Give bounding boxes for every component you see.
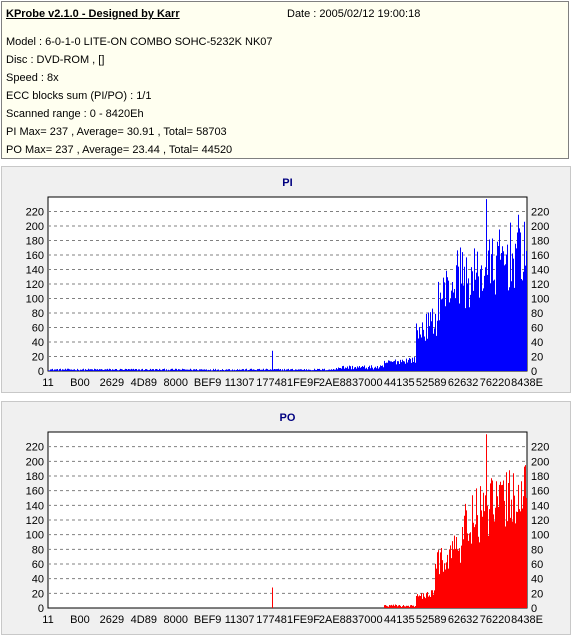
x-tick-label: BEF9: [194, 614, 222, 626]
x-tick-label: 17748: [256, 377, 287, 389]
y-tick-label-left: 200: [26, 456, 44, 468]
x-tick-label: B00: [70, 377, 90, 389]
y-tick-label-left: 80: [32, 308, 44, 320]
y-tick-label-right: 180: [531, 471, 549, 483]
x-tick-label: 1FE9F: [287, 614, 320, 626]
y-tick-label-left: 200: [26, 221, 44, 233]
y-tick-label-left: 180: [26, 236, 44, 248]
y-tick-label-right: 200: [531, 456, 549, 468]
po-summary: PO Max= 237 , Average= 23.44 , Total= 44…: [6, 144, 233, 156]
y-tick-label-left: 60: [32, 559, 44, 571]
y-tick-label-right: 40: [531, 337, 543, 349]
chart-title: PO: [280, 412, 296, 424]
bar-series: [48, 199, 527, 371]
read-speed: Speed : 8x: [6, 72, 59, 84]
y-tick-label-right: 140: [531, 265, 549, 277]
y-tick-label-left: 80: [32, 544, 44, 556]
y-tick-label-left: 0: [38, 603, 44, 615]
y-tick-label-right: 220: [531, 442, 549, 454]
y-tick-label-right: 40: [531, 574, 543, 586]
y-tick-label-right: 0: [531, 366, 537, 378]
scanned-range: Scanned range : 0 - 8420Eh: [6, 108, 144, 120]
x-tick-label: 37000: [352, 614, 383, 626]
y-tick-label-left: 60: [32, 323, 44, 335]
y-tick-label-left: 0: [38, 366, 44, 378]
x-tick-label: BEF9: [194, 377, 222, 389]
x-tick-label: 44135: [384, 614, 415, 626]
y-tick-label-right: 180: [531, 236, 549, 248]
x-tick-label: 76220: [480, 614, 511, 626]
y-tick-label-right: 160: [531, 250, 549, 262]
x-tick-label: 2AE88: [319, 377, 352, 389]
y-tick-label-right: 60: [531, 323, 543, 335]
x-tick-label: 76220: [480, 377, 511, 389]
x-tick-label: 8000: [163, 377, 187, 389]
y-tick-label-left: 100: [26, 530, 44, 542]
x-tick-label: 37000: [352, 377, 383, 389]
y-tick-label-left: 100: [26, 294, 44, 306]
y-tick-label-right: 160: [531, 486, 549, 498]
y-tick-label-right: 80: [531, 308, 543, 320]
drive-model: Model : 6-0-1-0 LITE-ON COMBO SOHC-5232K…: [6, 36, 273, 48]
pi-chart: PI 0 0 20 20 40 40 60 60 80 80 100 100 120 120 140 140 16…: [26, 177, 550, 389]
x-tick-label: 8438E: [511, 377, 543, 389]
y-tick-label-right: 60: [531, 559, 543, 571]
x-tick-label: 4D89: [131, 614, 157, 626]
y-tick-label-left: 20: [32, 352, 44, 364]
y-tick-label-right: 0: [531, 603, 537, 615]
y-tick-label-left: 220: [26, 442, 44, 454]
x-tick-label: 17748: [256, 614, 287, 626]
y-tick-label-right: 120: [531, 515, 549, 527]
x-tick-label: 62632: [448, 377, 479, 389]
x-tick-label: 11307: [225, 377, 255, 389]
ecc-blocks: ECC blocks sum (PI/PO) : 1/1: [6, 90, 152, 102]
y-tick-label-left: 220: [26, 207, 44, 219]
scan-date: Date : 2005/02/12 19:00:18: [287, 8, 421, 20]
x-tick-label: 8438E: [511, 614, 543, 626]
y-tick-label-left: 120: [26, 279, 44, 291]
y-tick-label-left: 140: [26, 265, 44, 277]
x-tick-label: 1FE9F: [287, 377, 320, 389]
pi-chart-panel: PI 0 0 20 20 40 40 60 60 80 80 100 100 120 120 140 140 16…: [1, 166, 571, 393]
y-tick-label-left: 160: [26, 486, 44, 498]
y-tick-label-left: 160: [26, 250, 44, 262]
y-tick-label-left: 20: [32, 588, 44, 600]
pi-summary: PI Max= 237 , Average= 30.91 , Total= 58…: [6, 126, 227, 138]
y-tick-label-right: 20: [531, 588, 543, 600]
y-tick-label-left: 180: [26, 471, 44, 483]
x-tick-label: 52589: [416, 377, 447, 389]
info-panel: KProbe v2.1.0 - Designed by Karr Date : …: [1, 1, 569, 159]
x-tick-label: 11307: [225, 614, 255, 626]
y-tick-label-left: 40: [32, 337, 44, 349]
x-tick-label: B00: [70, 614, 90, 626]
y-tick-label-left: 40: [32, 574, 44, 586]
x-tick-label: 2629: [100, 377, 124, 389]
x-tick-label: 11: [42, 614, 53, 626]
y-tick-label-right: 100: [531, 294, 549, 306]
app-title: KProbe v2.1.0 - Designed by Karr: [6, 8, 180, 20]
x-tick-label: 2629: [100, 614, 124, 626]
disc-type: Disc : DVD-ROM , []: [6, 54, 105, 66]
x-tick-label: 4D89: [131, 377, 157, 389]
chart-title: PI: [282, 177, 292, 189]
y-tick-label-right: 200: [531, 221, 549, 233]
bar-series: [272, 434, 527, 608]
x-tick-label: 62632: [448, 614, 479, 626]
x-tick-label: 11: [42, 377, 53, 389]
y-tick-label-right: 20: [531, 352, 543, 364]
y-tick-label-right: 100: [531, 530, 549, 542]
y-tick-label-left: 120: [26, 515, 44, 527]
y-tick-label-right: 140: [531, 500, 549, 512]
x-tick-label: 8000: [163, 614, 187, 626]
po-chart-panel: PO 0 0 20 20 40 40 60 60 80 80 100 100 120 120 140 140 16…: [1, 401, 571, 635]
x-tick-label: 52589: [416, 614, 447, 626]
y-tick-label-right: 80: [531, 544, 543, 556]
y-tick-label-right: 220: [531, 207, 549, 219]
x-tick-label: 44135: [384, 377, 415, 389]
y-tick-label-right: 120: [531, 279, 549, 291]
x-tick-label: 2AE88: [319, 614, 352, 626]
y-tick-label-left: 140: [26, 500, 44, 512]
po-chart: PO 0 0 20 20 40 40 60 60 80 80 100 100 120 120 140 140 16…: [26, 412, 550, 626]
